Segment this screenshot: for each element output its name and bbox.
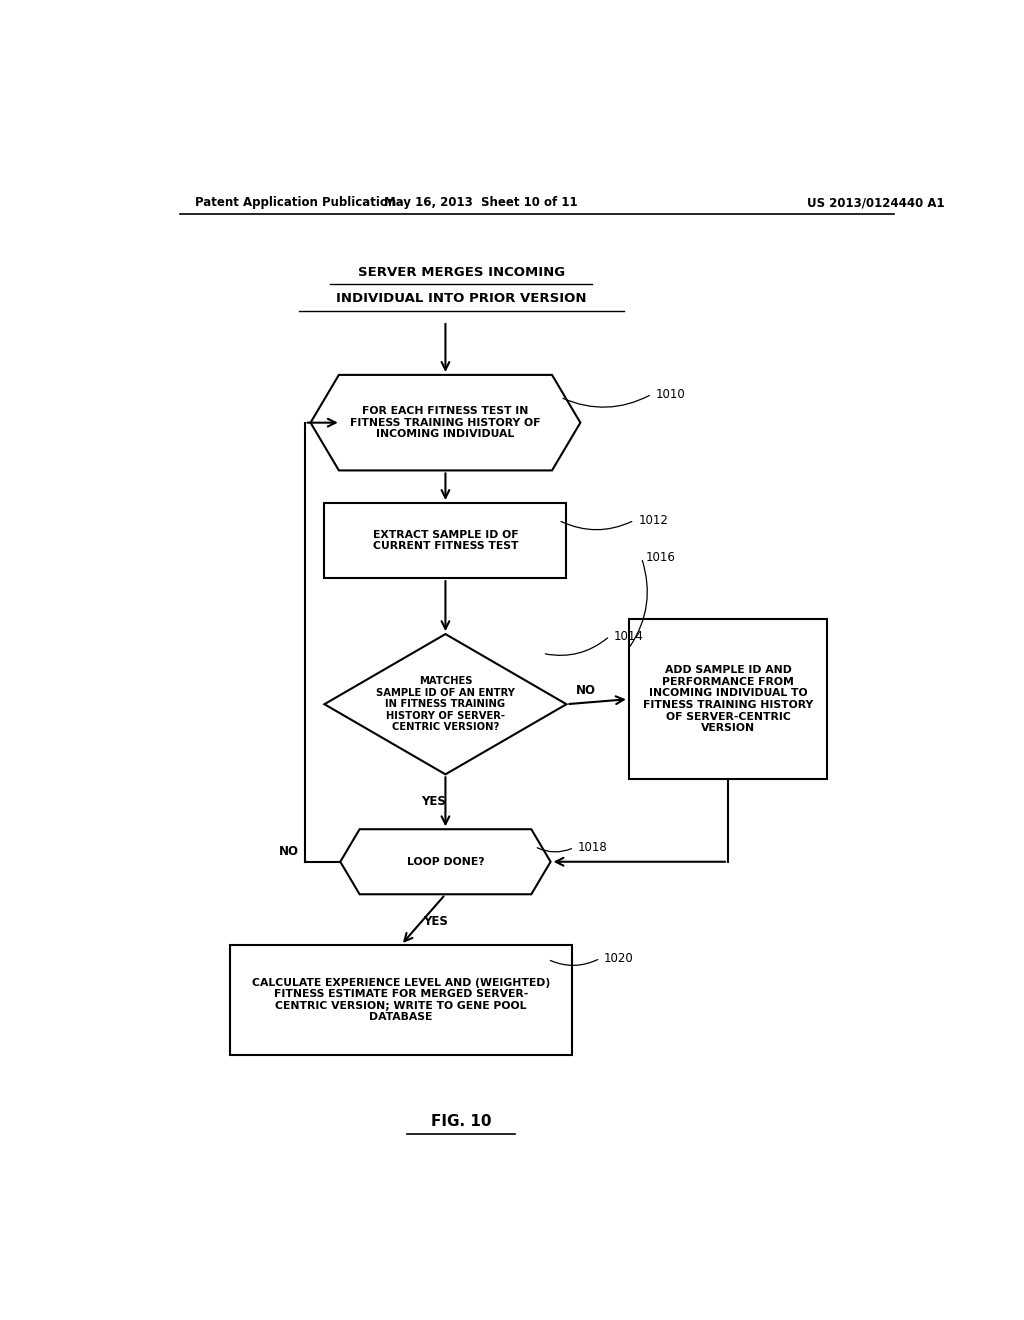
Polygon shape [340,829,551,894]
Polygon shape [325,634,566,775]
Text: CALCULATE EXPERIENCE LEVEL AND (WEIGHTED)
FITNESS ESTIMATE FOR MERGED SERVER-
CE: CALCULATE EXPERIENCE LEVEL AND (WEIGHTED… [252,978,550,1023]
Text: ADD SAMPLE ID AND
PERFORMANCE FROM
INCOMING INDIVIDUAL TO
FITNESS TRAINING HISTO: ADD SAMPLE ID AND PERFORMANCE FROM INCOM… [643,665,813,733]
Text: INDIVIDUAL INTO PRIOR VERSION: INDIVIDUAL INTO PRIOR VERSION [336,292,587,305]
Text: FIG. 10: FIG. 10 [431,1114,492,1130]
Bar [325,503,566,578]
Text: EXTRACT SAMPLE ID OF
CURRENT FITNESS TEST: EXTRACT SAMPLE ID OF CURRENT FITNESS TES… [373,529,518,552]
Bar [629,619,827,779]
Text: 1014: 1014 [613,630,643,643]
Text: SERVER MERGES INCOMING: SERVER MERGES INCOMING [357,265,565,279]
Text: 1010: 1010 [655,388,685,401]
Text: 1016: 1016 [645,552,675,565]
Text: US 2013/0124440 A1: US 2013/0124440 A1 [807,197,944,209]
Text: May 16, 2013  Sheet 10 of 11: May 16, 2013 Sheet 10 of 11 [384,197,578,209]
Text: YES: YES [424,915,449,928]
Bar [230,945,571,1055]
Text: 1018: 1018 [578,841,607,854]
Text: YES: YES [421,795,446,808]
Polygon shape [310,375,581,470]
Text: NO: NO [575,685,596,697]
Text: MATCHES
SAMPLE ID OF AN ENTRY
IN FITNESS TRAINING
HISTORY OF SERVER-
CENTRIC VER: MATCHES SAMPLE ID OF AN ENTRY IN FITNESS… [376,676,515,733]
Text: NO: NO [279,845,299,858]
Text: 1020: 1020 [604,952,634,965]
Text: 1012: 1012 [638,513,668,527]
Text: Patent Application Publication: Patent Application Publication [196,197,396,209]
Text: FOR EACH FITNESS TEST IN
FITNESS TRAINING HISTORY OF
INCOMING INDIVIDUAL: FOR EACH FITNESS TEST IN FITNESS TRAININ… [350,407,541,440]
Text: LOOP DONE?: LOOP DONE? [407,857,484,867]
